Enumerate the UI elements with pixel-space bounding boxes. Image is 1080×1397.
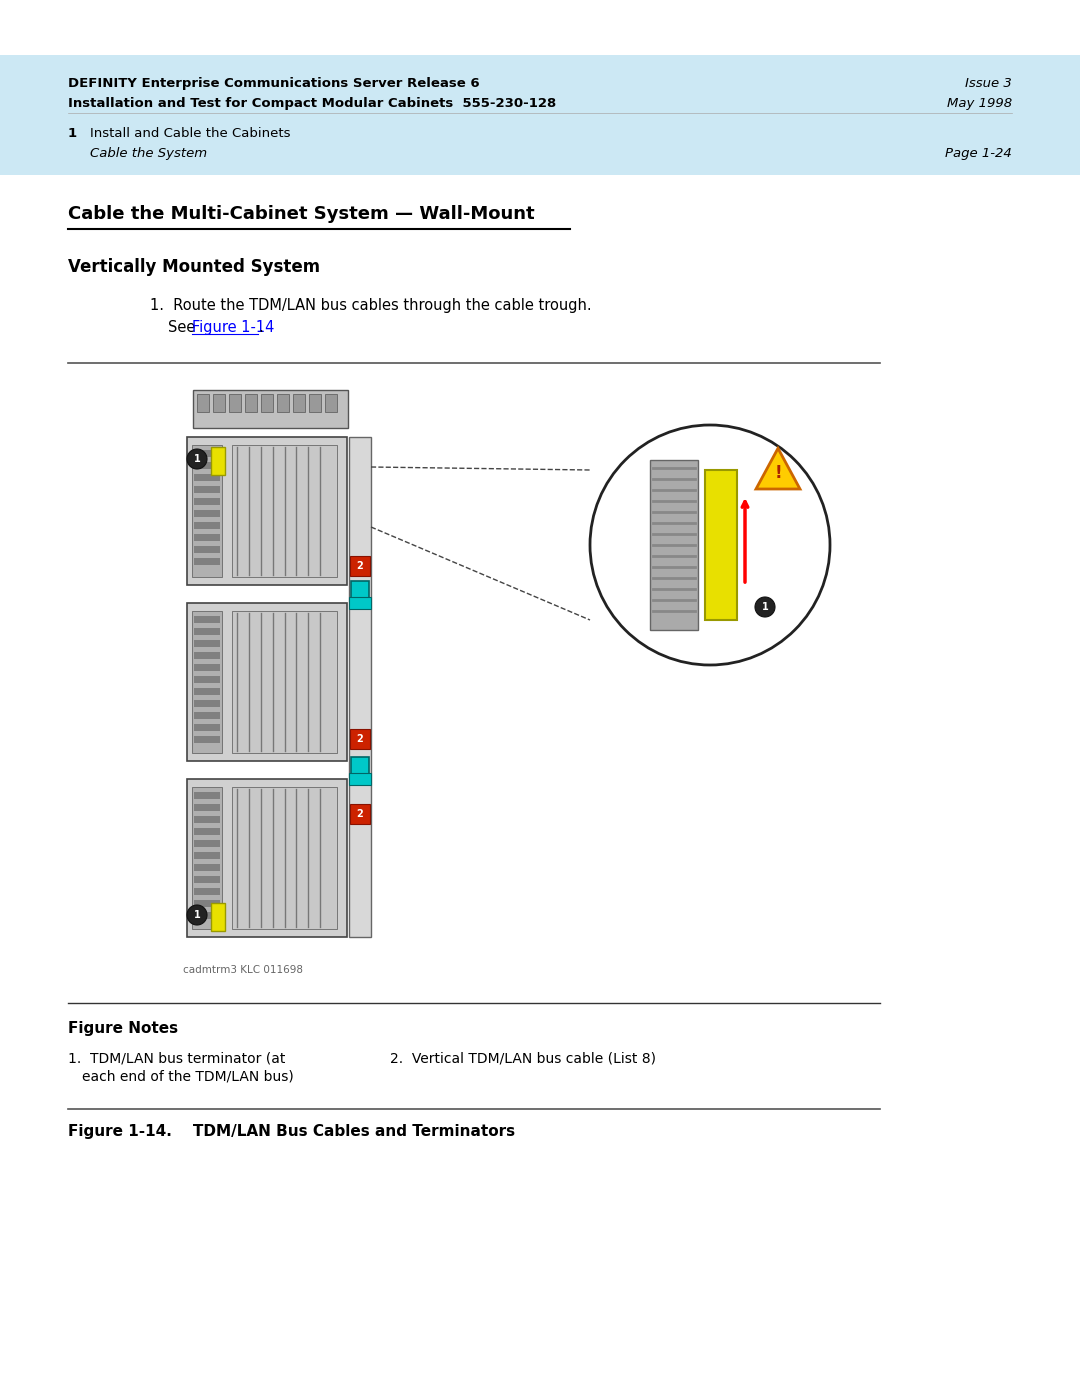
Circle shape bbox=[187, 905, 207, 925]
Text: 1.  TDM/LAN bus terminator (at: 1. TDM/LAN bus terminator (at bbox=[68, 1051, 285, 1065]
Text: Figure 1-14.    TDM/LAN Bus Cables and Terminators: Figure 1-14. TDM/LAN Bus Cables and Term… bbox=[68, 1125, 515, 1139]
Text: Figure Notes: Figure Notes bbox=[68, 1021, 178, 1037]
Text: Install and Cable the Cabinets: Install and Cable the Cabinets bbox=[90, 127, 291, 140]
FancyBboxPatch shape bbox=[194, 805, 220, 812]
Text: 1.  Route the TDM/LAN bus cables through the cable trough.: 1. Route the TDM/LAN bus cables through … bbox=[150, 298, 592, 313]
FancyBboxPatch shape bbox=[350, 805, 370, 824]
Text: See: See bbox=[168, 320, 200, 335]
FancyBboxPatch shape bbox=[194, 724, 220, 731]
Text: 2: 2 bbox=[356, 562, 363, 571]
Text: Installation and Test for Compact Modular Cabinets  555-230-128: Installation and Test for Compact Modula… bbox=[68, 96, 556, 110]
Text: !: ! bbox=[774, 464, 782, 482]
FancyBboxPatch shape bbox=[232, 610, 337, 753]
FancyBboxPatch shape bbox=[194, 687, 220, 694]
FancyBboxPatch shape bbox=[194, 664, 220, 671]
FancyBboxPatch shape bbox=[194, 828, 220, 835]
Text: Page 1-24: Page 1-24 bbox=[945, 147, 1012, 161]
Text: each end of the TDM/LAN bus): each end of the TDM/LAN bus) bbox=[82, 1069, 294, 1083]
FancyBboxPatch shape bbox=[194, 792, 220, 799]
FancyBboxPatch shape bbox=[229, 394, 241, 412]
FancyBboxPatch shape bbox=[325, 394, 337, 412]
Circle shape bbox=[187, 448, 207, 469]
FancyBboxPatch shape bbox=[194, 912, 220, 919]
FancyBboxPatch shape bbox=[194, 840, 220, 847]
FancyBboxPatch shape bbox=[350, 729, 370, 749]
FancyBboxPatch shape bbox=[232, 787, 337, 929]
FancyBboxPatch shape bbox=[194, 534, 220, 541]
Text: Cable the System: Cable the System bbox=[90, 147, 207, 161]
FancyBboxPatch shape bbox=[194, 876, 220, 883]
FancyBboxPatch shape bbox=[193, 390, 348, 427]
FancyBboxPatch shape bbox=[192, 610, 222, 753]
FancyBboxPatch shape bbox=[350, 556, 370, 576]
Text: 1: 1 bbox=[193, 454, 201, 464]
FancyBboxPatch shape bbox=[194, 888, 220, 895]
Circle shape bbox=[755, 597, 775, 617]
Text: 2: 2 bbox=[356, 809, 363, 819]
FancyBboxPatch shape bbox=[194, 497, 220, 504]
Text: Cable the Multi-Cabinet System — Wall-Mount: Cable the Multi-Cabinet System — Wall-Mo… bbox=[68, 205, 535, 224]
FancyBboxPatch shape bbox=[197, 394, 210, 412]
FancyBboxPatch shape bbox=[211, 447, 225, 475]
FancyBboxPatch shape bbox=[309, 394, 321, 412]
Text: .: . bbox=[258, 320, 262, 335]
FancyBboxPatch shape bbox=[194, 852, 220, 859]
FancyBboxPatch shape bbox=[194, 676, 220, 683]
Text: 1: 1 bbox=[68, 127, 77, 140]
FancyBboxPatch shape bbox=[351, 757, 369, 782]
FancyBboxPatch shape bbox=[194, 474, 220, 481]
FancyBboxPatch shape bbox=[232, 446, 337, 577]
FancyBboxPatch shape bbox=[349, 437, 372, 937]
FancyBboxPatch shape bbox=[194, 700, 220, 707]
FancyBboxPatch shape bbox=[211, 902, 225, 930]
FancyBboxPatch shape bbox=[194, 462, 220, 469]
FancyBboxPatch shape bbox=[194, 900, 220, 907]
FancyBboxPatch shape bbox=[194, 640, 220, 647]
FancyBboxPatch shape bbox=[194, 712, 220, 719]
FancyBboxPatch shape bbox=[351, 581, 369, 608]
Text: Issue 3: Issue 3 bbox=[966, 77, 1012, 89]
FancyBboxPatch shape bbox=[261, 394, 273, 412]
FancyBboxPatch shape bbox=[293, 394, 305, 412]
FancyBboxPatch shape bbox=[187, 437, 347, 585]
FancyBboxPatch shape bbox=[187, 780, 347, 937]
FancyBboxPatch shape bbox=[194, 816, 220, 823]
Text: cadmtrm3 KLC 011698: cadmtrm3 KLC 011698 bbox=[183, 965, 303, 975]
FancyBboxPatch shape bbox=[213, 394, 225, 412]
FancyBboxPatch shape bbox=[194, 486, 220, 493]
FancyBboxPatch shape bbox=[194, 629, 220, 636]
FancyBboxPatch shape bbox=[194, 450, 220, 457]
Text: 2: 2 bbox=[356, 733, 363, 745]
Text: Vertically Mounted System: Vertically Mounted System bbox=[68, 258, 320, 277]
Circle shape bbox=[590, 425, 831, 665]
FancyBboxPatch shape bbox=[194, 510, 220, 517]
FancyBboxPatch shape bbox=[0, 54, 1080, 175]
FancyBboxPatch shape bbox=[194, 616, 220, 623]
FancyBboxPatch shape bbox=[194, 863, 220, 870]
FancyBboxPatch shape bbox=[349, 597, 372, 609]
Text: DEFINITY Enterprise Communications Server Release 6: DEFINITY Enterprise Communications Serve… bbox=[68, 77, 480, 89]
FancyBboxPatch shape bbox=[192, 446, 222, 577]
FancyBboxPatch shape bbox=[187, 604, 347, 761]
FancyBboxPatch shape bbox=[705, 469, 737, 620]
FancyBboxPatch shape bbox=[194, 736, 220, 743]
Text: May 1998: May 1998 bbox=[947, 96, 1012, 110]
FancyBboxPatch shape bbox=[194, 546, 220, 553]
FancyBboxPatch shape bbox=[192, 787, 222, 929]
Text: 2.  Vertical TDM/LAN bus cable (List 8): 2. Vertical TDM/LAN bus cable (List 8) bbox=[390, 1051, 656, 1065]
FancyBboxPatch shape bbox=[650, 460, 698, 630]
FancyBboxPatch shape bbox=[349, 773, 372, 785]
FancyBboxPatch shape bbox=[194, 557, 220, 564]
FancyBboxPatch shape bbox=[194, 652, 220, 659]
Polygon shape bbox=[756, 448, 800, 489]
Text: Figure 1-14: Figure 1-14 bbox=[192, 320, 274, 335]
FancyBboxPatch shape bbox=[276, 394, 289, 412]
FancyBboxPatch shape bbox=[245, 394, 257, 412]
Text: 1: 1 bbox=[761, 602, 768, 612]
FancyBboxPatch shape bbox=[194, 522, 220, 529]
Text: 1: 1 bbox=[193, 909, 201, 921]
